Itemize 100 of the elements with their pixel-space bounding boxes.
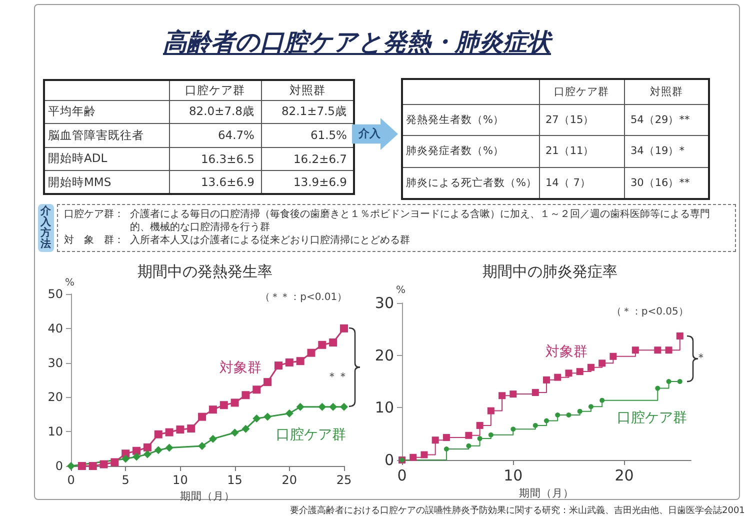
point [466,443,472,448]
text: 54（29）** [630,114,690,126]
text: 16.2±6.7 [293,152,347,166]
y-tick-label: 20 [374,346,394,364]
annotation: ＊＊ [326,370,348,384]
point [632,346,639,354]
point [587,364,594,371]
point [655,386,660,391]
chart-title: 期間中の肺炎発症率 [482,262,618,280]
category-label: 開始時ADL [48,151,108,166]
y-tick-label: 30 [374,294,394,312]
text: 61.5% [310,128,347,142]
point [143,450,152,458]
point [488,432,494,438]
point [187,424,196,433]
category-label: 口腔ケア群： [64,209,124,220]
point [100,460,108,468]
point [610,352,617,360]
chart-title: 期間中の発熱発生率 [138,262,272,280]
point [122,454,130,463]
point [318,402,326,411]
x-tick-label: 10 [172,473,188,487]
x-tick-label: 15 [227,473,242,487]
y-tick-label: 0 [384,451,394,469]
series-label: 対象群 [219,360,262,376]
text: 介護者による毎日の口腔清掃（毎食後の歯磨きと１％ポビドンヨードによる含嗽）に加え、１～２回／週の歯科医師等による専門的、機械的な口腔清掃を行う群 [130,209,710,233]
text: 64.7% [218,128,254,142]
text: 34（19）* [630,145,684,158]
point [296,402,304,411]
point [296,357,304,366]
category-label: 開始時MMS [48,174,112,188]
point [565,370,572,377]
series-label: 口腔ケア群 [276,427,346,444]
point [307,348,316,357]
point [264,378,272,386]
text: 30（16）** [630,176,690,188]
category-label: 平均年齢 [48,104,96,118]
point [78,462,86,470]
point [208,434,217,443]
y-axis-title: % [65,278,75,289]
point [252,414,261,423]
point [285,358,294,366]
point [340,324,348,332]
point [554,374,562,381]
x-tick-label: 0 [397,466,407,484]
x-tick-label: 5 [122,473,130,487]
point [88,462,97,470]
point [442,434,450,441]
y-tick-label: 30 [48,356,63,370]
point [208,406,217,414]
y-tick-label: 20 [48,390,63,404]
point [410,454,417,461]
point [676,332,684,340]
point [498,392,506,400]
point [666,379,672,384]
text: 13.9±6.9 [293,175,347,189]
point [444,446,449,452]
category-label: 発熱発生者数（%） [406,114,504,126]
x-tick-label: 20 [282,473,298,487]
point [420,451,428,458]
point [476,422,484,429]
annotation: （＊＊：p<0.01） [260,292,348,303]
text: 16.3±6.5 [200,152,254,166]
point [274,362,282,370]
y-tick-label: 10 [48,424,63,439]
point [329,338,338,347]
series-label: 口腔ケア群 [617,410,688,426]
text: 82.1±7.5歳 [281,104,347,118]
point [285,409,294,418]
category-label: 対照群 [261,80,354,100]
point [264,412,272,421]
point [543,376,550,384]
point [577,408,582,414]
point [465,432,472,439]
text: 要介護高齢者における口腔ケアの誤嚥性肺炎予防効果に関する研究：米山武義、吉田光由他、日歯医学会誌2001 [290,504,745,517]
text: 27（15） [546,114,594,126]
point [329,402,338,411]
text: 高齢者の口腔ケアと発熱・肺炎症状 [163,27,551,58]
text: 13.6±6.9 [200,175,254,189]
point [677,379,682,384]
category-label: 口腔ケア群 [169,80,261,100]
point [143,443,152,452]
text: 介入 [357,127,382,141]
category-label: 対 象 群： [64,235,124,246]
x-tick-label: 20 [614,466,634,484]
x-tick-label: 25 [336,473,352,487]
point [165,444,174,452]
point [600,398,605,403]
point [318,340,326,349]
point [230,428,239,437]
point [432,436,439,444]
text: 14（ 7） [546,176,591,188]
point [340,402,348,411]
point [566,412,572,418]
point [132,446,141,455]
category-label: 口腔ケア群 [539,79,624,104]
point [588,404,594,410]
point [665,346,672,354]
point [220,401,228,410]
point [532,388,539,396]
